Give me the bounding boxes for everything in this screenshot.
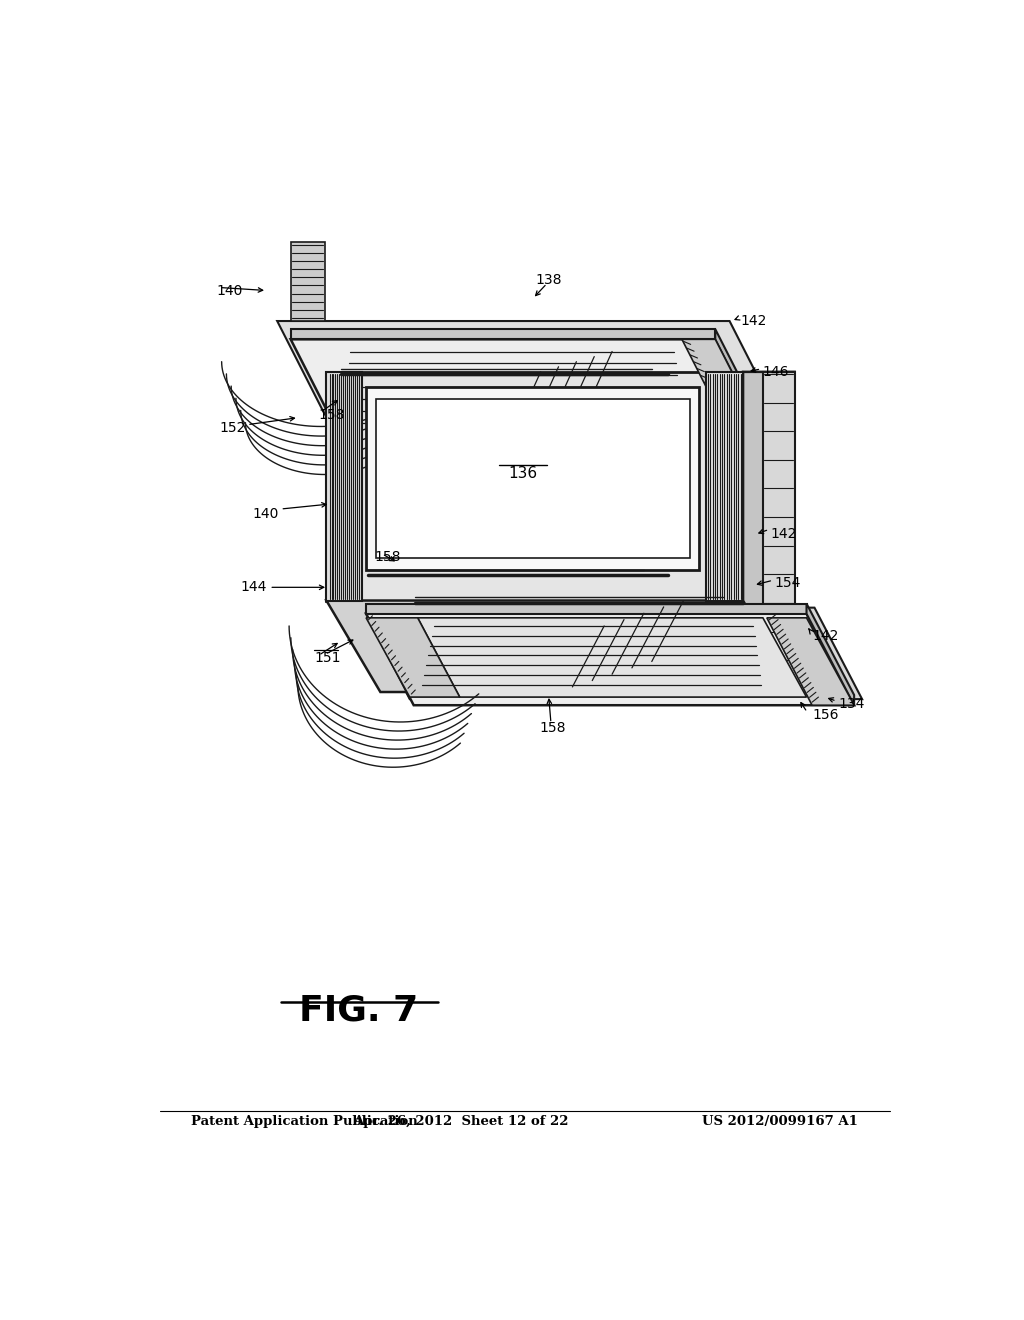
Polygon shape <box>367 387 699 570</box>
Text: 146: 146 <box>763 364 790 379</box>
Text: Apr. 26, 2012  Sheet 12 of 22: Apr. 26, 2012 Sheet 12 of 22 <box>353 1115 569 1129</box>
Text: 142: 142 <box>771 528 798 541</box>
Polygon shape <box>278 321 777 414</box>
Text: FIG. 7: FIG. 7 <box>299 993 418 1027</box>
Polygon shape <box>706 372 743 601</box>
Text: 156: 156 <box>812 709 839 722</box>
Text: 140: 140 <box>252 507 279 521</box>
Text: 136: 136 <box>509 466 538 480</box>
Text: 142: 142 <box>740 314 767 329</box>
Polygon shape <box>682 339 763 433</box>
Text: 158: 158 <box>374 550 400 564</box>
Polygon shape <box>327 601 795 692</box>
Text: 138: 138 <box>536 273 562 288</box>
Text: 134: 134 <box>839 697 864 711</box>
Polygon shape <box>367 603 807 614</box>
Text: 154: 154 <box>775 577 801 590</box>
Polygon shape <box>367 614 854 705</box>
Polygon shape <box>763 372 795 692</box>
Polygon shape <box>327 372 362 601</box>
Polygon shape <box>362 607 862 700</box>
Text: 142: 142 <box>812 630 839 643</box>
Text: 158: 158 <box>540 721 566 735</box>
Text: 158: 158 <box>318 408 345 421</box>
Polygon shape <box>767 618 854 705</box>
Text: 151: 151 <box>314 652 341 665</box>
Text: 140: 140 <box>217 284 244 297</box>
Polygon shape <box>367 618 460 697</box>
Polygon shape <box>743 372 795 692</box>
Polygon shape <box>291 242 325 321</box>
Polygon shape <box>418 618 807 697</box>
Polygon shape <box>327 372 743 601</box>
Text: 152: 152 <box>219 421 246 434</box>
Text: US 2012/0099167 A1: US 2012/0099167 A1 <box>702 1115 858 1129</box>
Polygon shape <box>715 329 763 433</box>
Text: 144: 144 <box>241 581 267 594</box>
Text: Patent Application Publication: Patent Application Publication <box>191 1115 418 1129</box>
Polygon shape <box>376 399 690 558</box>
Polygon shape <box>291 339 763 433</box>
Polygon shape <box>291 329 715 339</box>
Polygon shape <box>807 603 854 705</box>
